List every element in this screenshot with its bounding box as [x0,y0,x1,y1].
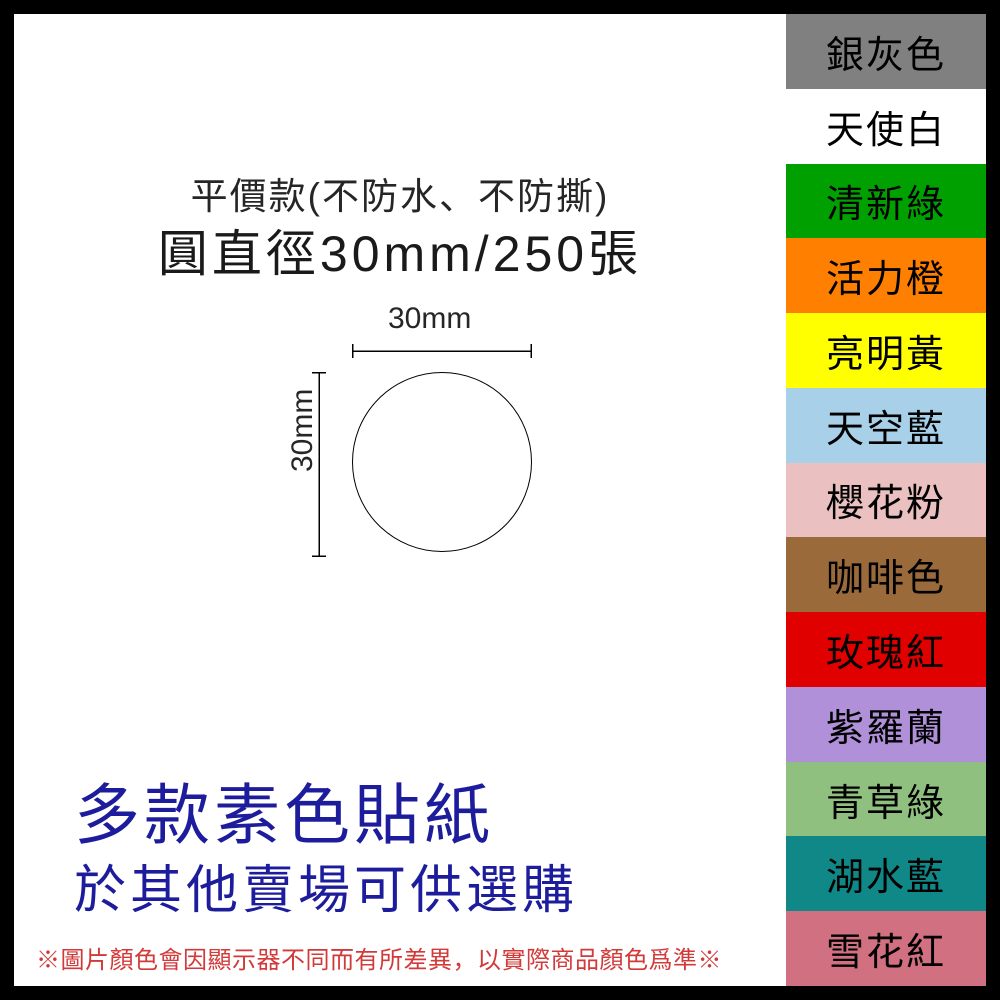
promo-line-2: 於其他賣場可供選購 [74,848,578,923]
color-swatch: 玫瑰紅 [786,612,986,687]
color-swatch: 天空藍 [786,388,986,463]
color-legend: 銀灰色天使白清新綠活力橙亮明黃天空藍櫻花粉咖啡色玫瑰紅紫羅蘭青草綠湖水藍雪花紅 [786,14,986,986]
width-dimension-line [352,344,532,358]
product-title: 圓直徑30mm/250張 [158,214,642,286]
height-dimension-label: 30mm [286,389,320,472]
color-swatch: 銀灰色 [786,14,986,89]
color-swatch: 活力橙 [786,238,986,313]
color-swatch: 亮明黃 [786,313,986,388]
color-swatch: 青草綠 [786,762,986,837]
color-swatch: 清新綠 [786,164,986,239]
circle-shape-icon [352,372,532,552]
promo-line-1: 多款素色貼紙 [74,762,494,858]
color-swatch: 咖啡色 [786,537,986,612]
color-swatch: 櫻花粉 [786,463,986,538]
dimension-diagram: 30mm 30mm [280,302,560,602]
color-swatch: 天使白 [786,89,986,164]
color-swatch: 雪花紅 [786,911,986,986]
color-disclaimer: ※圖片顏色會因顯示器不同而有所差異，以實際商品顏色爲準※ [36,940,722,975]
main-area: 平價款(不防水、不防撕) 圓直徑30mm/250張 30mm 30mm 多款素色… [14,14,786,986]
product-subtitle: 平價款(不防水、不防撕) [191,166,610,220]
color-swatch: 湖水藍 [786,836,986,911]
color-swatch: 紫羅蘭 [786,687,986,762]
width-dimension-label: 30mm [388,302,471,336]
